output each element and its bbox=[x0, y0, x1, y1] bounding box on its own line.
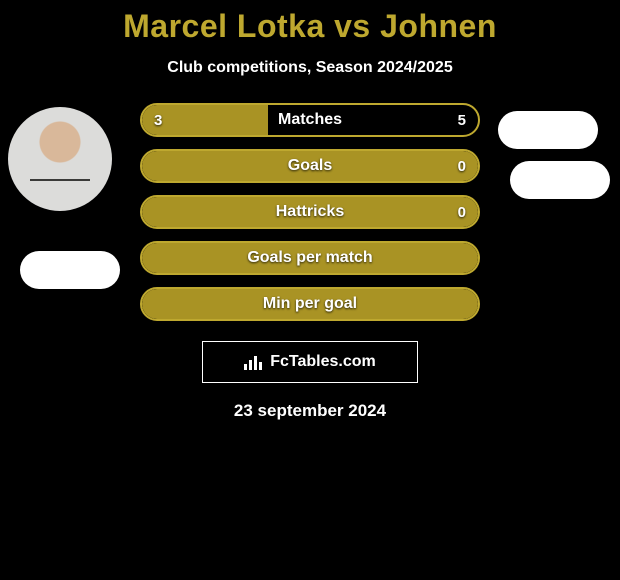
stat-bar: Goals 0 bbox=[140, 149, 480, 183]
stat-bar-fill bbox=[142, 243, 478, 273]
player-left-club-badge bbox=[20, 251, 120, 289]
comparison-area: 3 Matches 5 Goals 0 Hattricks 0 Goals pe… bbox=[0, 107, 620, 421]
stat-bar: 3 Matches 5 bbox=[140, 103, 480, 137]
player-left-avatar bbox=[8, 107, 112, 211]
player-right-club-badge-2 bbox=[510, 161, 610, 199]
page-title: Marcel Lotka vs Johnen bbox=[0, 8, 620, 45]
player-right-club-badge bbox=[498, 111, 598, 149]
stat-bar-fill bbox=[142, 289, 478, 319]
stat-bar-fill bbox=[142, 151, 478, 181]
stat-bar-fill bbox=[142, 105, 268, 135]
chart-bars-icon bbox=[244, 354, 264, 370]
stat-value-right: 5 bbox=[458, 112, 466, 129]
stat-bar-fill bbox=[142, 197, 478, 227]
branding-box: FcTables.com bbox=[202, 341, 418, 383]
stat-bar: Min per goal bbox=[140, 287, 480, 321]
date-text: 23 september 2024 bbox=[0, 401, 620, 421]
branding-text: FcTables.com bbox=[270, 353, 376, 371]
stat-bar: Hattricks 0 bbox=[140, 195, 480, 229]
stat-bar: Goals per match bbox=[140, 241, 480, 275]
stats-bars: 3 Matches 5 Goals 0 Hattricks 0 Goals pe… bbox=[140, 103, 480, 321]
subtitle: Club competitions, Season 2024/2025 bbox=[0, 59, 620, 77]
